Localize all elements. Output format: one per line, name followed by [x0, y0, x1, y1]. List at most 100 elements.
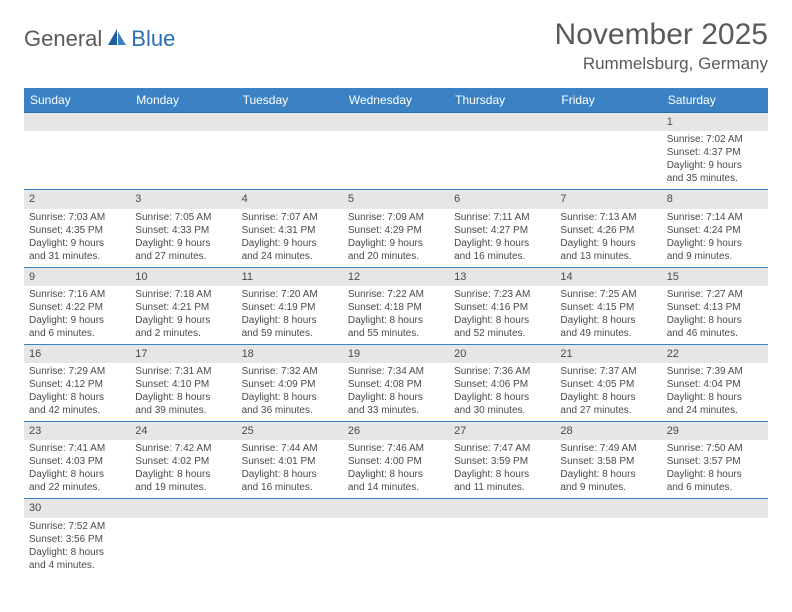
- calendar-day-cell: 8Sunrise: 7:14 AMSunset: 4:24 PMDaylight…: [662, 190, 768, 266]
- calendar-week-row: 16Sunrise: 7:29 AMSunset: 4:12 PMDayligh…: [24, 345, 768, 422]
- sunrise-text: Sunrise: 7:09 AM: [348, 211, 444, 224]
- daylight-text: and 20 minutes.: [348, 250, 444, 263]
- day-number: [24, 113, 130, 131]
- day-number: 8: [662, 190, 768, 208]
- daylight-text: Daylight: 9 hours: [348, 237, 444, 250]
- logo-sail-icon: [106, 27, 128, 52]
- calendar-day-cell: 7Sunrise: 7:13 AMSunset: 4:26 PMDaylight…: [555, 190, 661, 266]
- calendar-day-cell: 20Sunrise: 7:36 AMSunset: 4:06 PMDayligh…: [449, 345, 555, 421]
- daylight-text: and 16 minutes.: [242, 481, 338, 494]
- sunset-text: Sunset: 4:27 PM: [454, 224, 550, 237]
- daylight-text: Daylight: 8 hours: [242, 391, 338, 404]
- sunset-text: Sunset: 4:09 PM: [242, 378, 338, 391]
- sunset-text: Sunset: 4:01 PM: [242, 455, 338, 468]
- daylight-text: and 13 minutes.: [560, 250, 656, 263]
- sunset-text: Sunset: 4:37 PM: [667, 146, 763, 159]
- daylight-text: and 39 minutes.: [135, 404, 231, 417]
- sunrise-text: Sunrise: 7:47 AM: [454, 442, 550, 455]
- daylight-text: Daylight: 8 hours: [560, 314, 656, 327]
- day-number: 11: [237, 268, 343, 286]
- sunset-text: Sunset: 4:22 PM: [29, 301, 125, 314]
- day-number: 22: [662, 345, 768, 363]
- sunrise-text: Sunrise: 7:39 AM: [667, 365, 763, 378]
- calendar-day-cell: 23Sunrise: 7:41 AMSunset: 4:03 PMDayligh…: [24, 422, 130, 498]
- daylight-text: and 33 minutes.: [348, 404, 444, 417]
- calendar-day-cell: 24Sunrise: 7:42 AMSunset: 4:02 PMDayligh…: [130, 422, 236, 498]
- day-details: Sunrise: 7:20 AMSunset: 4:19 PMDaylight:…: [237, 286, 343, 344]
- daylight-text: Daylight: 8 hours: [135, 468, 231, 481]
- day-details: Sunrise: 7:27 AMSunset: 4:13 PMDaylight:…: [662, 286, 768, 344]
- calendar-empty-cell: [237, 113, 343, 189]
- sunset-text: Sunset: 4:19 PM: [242, 301, 338, 314]
- sunrise-text: Sunrise: 7:07 AM: [242, 211, 338, 224]
- calendar-empty-cell: [343, 113, 449, 189]
- calendar-day-cell: 10Sunrise: 7:18 AMSunset: 4:21 PMDayligh…: [130, 268, 236, 344]
- daylight-text: Daylight: 8 hours: [29, 391, 125, 404]
- daylight-text: and 24 minutes.: [242, 250, 338, 263]
- daylight-text: Daylight: 9 hours: [454, 237, 550, 250]
- day-number: 1: [662, 113, 768, 131]
- calendar-day-cell: 21Sunrise: 7:37 AMSunset: 4:05 PMDayligh…: [555, 345, 661, 421]
- daylight-text: and 11 minutes.: [454, 481, 550, 494]
- daylight-text: Daylight: 8 hours: [348, 314, 444, 327]
- day-details: Sunrise: 7:39 AMSunset: 4:04 PMDaylight:…: [662, 363, 768, 421]
- daylight-text: Daylight: 9 hours: [29, 314, 125, 327]
- daylight-text: and 27 minutes.: [135, 250, 231, 263]
- calendar-day-cell: 18Sunrise: 7:32 AMSunset: 4:09 PMDayligh…: [237, 345, 343, 421]
- sunset-text: Sunset: 4:29 PM: [348, 224, 444, 237]
- daylight-text: and 14 minutes.: [348, 481, 444, 494]
- calendar-week-row: 2Sunrise: 7:03 AMSunset: 4:35 PMDaylight…: [24, 190, 768, 267]
- day-details: Sunrise: 7:16 AMSunset: 4:22 PMDaylight:…: [24, 286, 130, 344]
- day-number: 2: [24, 190, 130, 208]
- daylight-text: Daylight: 8 hours: [348, 391, 444, 404]
- sunset-text: Sunset: 4:12 PM: [29, 378, 125, 391]
- daylight-text: and 49 minutes.: [560, 327, 656, 340]
- daylight-text: Daylight: 8 hours: [348, 468, 444, 481]
- weekday-header: Wednesday: [343, 88, 449, 112]
- sunrise-text: Sunrise: 7:29 AM: [29, 365, 125, 378]
- calendar-day-cell: 25Sunrise: 7:44 AMSunset: 4:01 PMDayligh…: [237, 422, 343, 498]
- day-details: Sunrise: 7:41 AMSunset: 4:03 PMDaylight:…: [24, 440, 130, 498]
- daylight-text: Daylight: 9 hours: [242, 237, 338, 250]
- daylight-text: and 9 minutes.: [560, 481, 656, 494]
- sunrise-text: Sunrise: 7:25 AM: [560, 288, 656, 301]
- calendar-empty-cell: [130, 113, 236, 189]
- day-details: Sunrise: 7:34 AMSunset: 4:08 PMDaylight:…: [343, 363, 449, 421]
- day-number: 18: [237, 345, 343, 363]
- calendar-week-row: 1Sunrise: 7:02 AMSunset: 4:37 PMDaylight…: [24, 113, 768, 190]
- sunset-text: Sunset: 4:16 PM: [454, 301, 550, 314]
- sunset-text: Sunset: 4:08 PM: [348, 378, 444, 391]
- day-number: 4: [237, 190, 343, 208]
- sunset-text: Sunset: 4:06 PM: [454, 378, 550, 391]
- day-number: 26: [343, 422, 449, 440]
- calendar-empty-cell: [24, 113, 130, 189]
- sunrise-text: Sunrise: 7:14 AM: [667, 211, 763, 224]
- day-number: 7: [555, 190, 661, 208]
- day-number: 17: [130, 345, 236, 363]
- sunset-text: Sunset: 4:10 PM: [135, 378, 231, 391]
- day-number: 24: [130, 422, 236, 440]
- daylight-text: Daylight: 8 hours: [242, 314, 338, 327]
- daylight-text: Daylight: 9 hours: [560, 237, 656, 250]
- day-number: 10: [130, 268, 236, 286]
- sunset-text: Sunset: 4:24 PM: [667, 224, 763, 237]
- daylight-text: Daylight: 8 hours: [135, 391, 231, 404]
- sunset-text: Sunset: 3:59 PM: [454, 455, 550, 468]
- calendar-empty-cell: [130, 499, 236, 575]
- calendar-day-cell: 22Sunrise: 7:39 AMSunset: 4:04 PMDayligh…: [662, 345, 768, 421]
- weekday-header: Thursday: [449, 88, 555, 112]
- calendar-day-cell: 2Sunrise: 7:03 AMSunset: 4:35 PMDaylight…: [24, 190, 130, 266]
- sunrise-text: Sunrise: 7:11 AM: [454, 211, 550, 224]
- sunset-text: Sunset: 4:18 PM: [348, 301, 444, 314]
- day-number: 19: [343, 345, 449, 363]
- day-number: [237, 499, 343, 517]
- day-details: Sunrise: 7:46 AMSunset: 4:00 PMDaylight:…: [343, 440, 449, 498]
- calendar-week-row: 30Sunrise: 7:52 AMSunset: 3:56 PMDayligh…: [24, 499, 768, 575]
- daylight-text: and 46 minutes.: [667, 327, 763, 340]
- day-details: Sunrise: 7:22 AMSunset: 4:18 PMDaylight:…: [343, 286, 449, 344]
- sunrise-text: Sunrise: 7:36 AM: [454, 365, 550, 378]
- page-header: General Blue November 2025 Rummelsburg, …: [24, 18, 768, 74]
- weekday-header: Tuesday: [237, 88, 343, 112]
- day-number: [130, 113, 236, 131]
- day-number: 15: [662, 268, 768, 286]
